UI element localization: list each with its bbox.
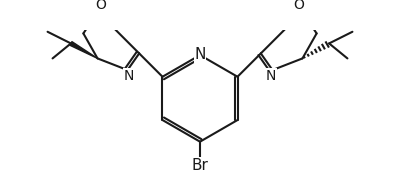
Polygon shape (70, 42, 98, 59)
Text: Br: Br (192, 158, 208, 172)
Text: N: N (266, 69, 276, 83)
Text: O: O (96, 0, 106, 12)
Text: N: N (194, 47, 206, 62)
Text: O: O (294, 0, 304, 12)
Text: N: N (124, 69, 134, 83)
